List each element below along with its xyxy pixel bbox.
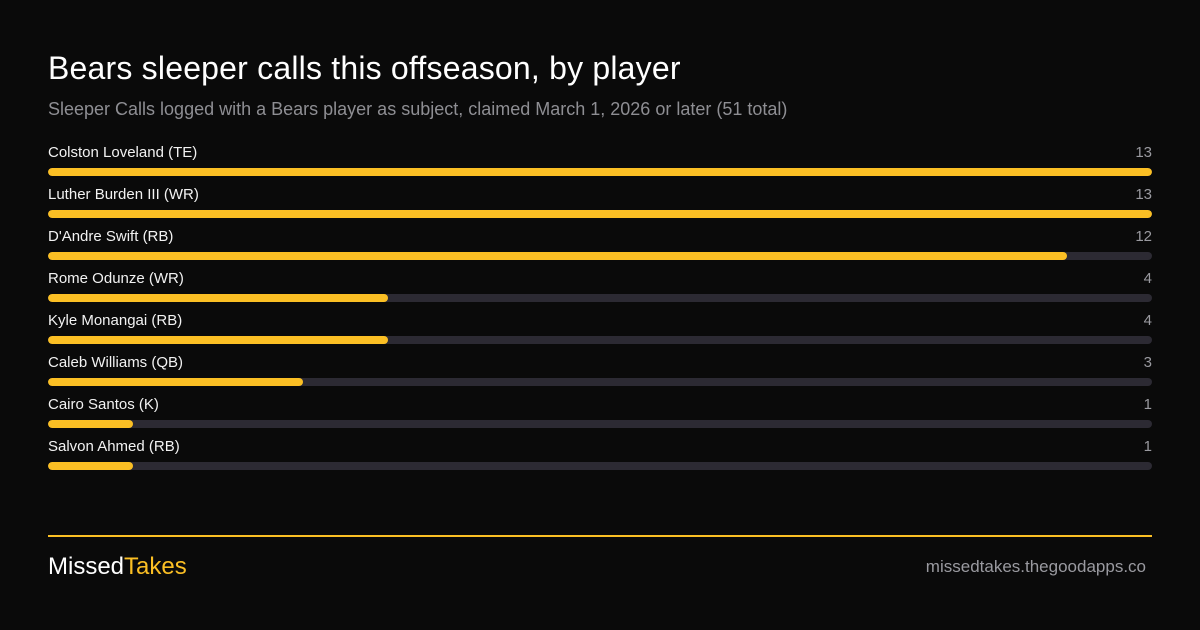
bar-value-label: 4 — [1143, 270, 1152, 287]
bar — [48, 168, 1152, 176]
brand-logo: MissedTakes — [48, 553, 187, 581]
bar-row: Luther Burden III (WR) 13 — [48, 186, 1152, 228]
bar-row: Kyle Monangai (RB) 4 — [48, 312, 1152, 354]
brand-logo-part1: Missed — [48, 553, 125, 580]
bar-label: Caleb Williams (QB) — [48, 354, 184, 371]
bar-value-label: 3 — [1143, 354, 1152, 371]
bar-label: Rome Odunze (WR) — [48, 270, 184, 287]
bar-value-label: 12 — [1135, 228, 1152, 245]
bar-row: Rome Odunze (WR) 4 — [48, 270, 1152, 312]
bar — [48, 336, 388, 344]
bar-label: Colston Loveland (TE) — [48, 144, 198, 161]
bar-track — [48, 210, 1152, 218]
bar-value-label: 1 — [1143, 396, 1152, 413]
bar-track — [48, 168, 1152, 176]
brand-logo-part2: Takes — [124, 553, 187, 580]
footer-divider — [48, 535, 1152, 537]
bar-row: Cairo Santos (K) 1 — [48, 396, 1152, 438]
bar-row: Caleb Williams (QB) 3 — [48, 354, 1152, 396]
bar-row: Colston Loveland (TE) 13 — [48, 144, 1152, 186]
bar-track — [48, 378, 1152, 386]
bar — [48, 294, 388, 302]
bar — [48, 462, 133, 470]
chart-title: Bears sleeper calls this offseason, by p… — [48, 50, 681, 86]
bar-label: Salvon Ahmed (RB) — [48, 438, 180, 455]
bar-chart: Colston Loveland (TE) 13 Luther Burden III… — [48, 144, 1152, 480]
bar-value-label: 13 — [1135, 144, 1152, 161]
bar — [48, 210, 1152, 218]
bar-value-label: 1 — [1143, 438, 1152, 455]
bar-track — [48, 420, 1152, 428]
bar — [48, 252, 1068, 260]
bar-label: D'Andre Swift (RB) — [48, 228, 174, 245]
bar-track — [48, 252, 1152, 260]
bar-track — [48, 336, 1152, 344]
bar-value-label: 4 — [1143, 312, 1152, 329]
chart-subtitle: Sleeper Calls logged with a Bears player… — [48, 99, 788, 119]
bar-row: Salvon Ahmed (RB) 1 — [48, 438, 1152, 480]
site-url: missedtakes.thegoodapps.co — [925, 557, 1146, 576]
bar-track — [48, 294, 1152, 302]
bar-label: Cairo Santos (K) — [48, 396, 159, 413]
bar-row: D'Andre Swift (RB) 12 — [48, 228, 1152, 270]
bar-value-label: 13 — [1135, 186, 1152, 203]
bar-label: Kyle Monangai (RB) — [48, 312, 183, 329]
bar-label: Luther Burden III (WR) — [48, 186, 199, 203]
bar — [48, 420, 133, 428]
bar-track — [48, 462, 1152, 470]
bar — [48, 378, 303, 386]
